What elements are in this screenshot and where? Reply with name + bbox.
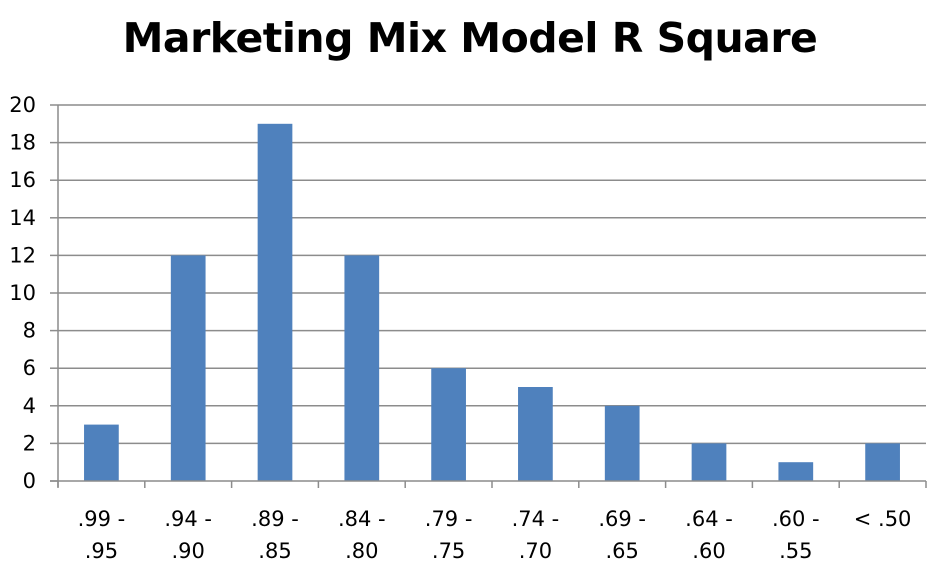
x-tick-label: < .50 xyxy=(854,507,912,531)
bar xyxy=(778,462,814,481)
bar xyxy=(84,424,119,481)
x-tick-label: .65 xyxy=(605,539,638,563)
y-tick-label: 10 xyxy=(9,281,36,305)
bar xyxy=(865,443,900,481)
bar xyxy=(518,387,553,481)
x-tick-label: .99 - xyxy=(78,507,126,531)
y-tick-label: 2 xyxy=(23,431,36,455)
x-tick-label: .79 - xyxy=(425,507,473,531)
y-tick-label: 16 xyxy=(9,168,36,192)
x-tick-label: .90 xyxy=(171,539,204,563)
x-tick-label: .69 - xyxy=(598,507,646,531)
y-tick-label: 20 xyxy=(9,93,36,117)
x-tick-label: .55 xyxy=(779,539,812,563)
y-tick-label: 8 xyxy=(23,319,36,343)
bar xyxy=(431,368,466,481)
y-tick-label: 12 xyxy=(9,243,36,267)
x-tick-label: .60 - xyxy=(772,507,820,531)
bar xyxy=(257,123,293,482)
x-tick-label: .70 xyxy=(519,539,552,563)
x-tick-label: .89 - xyxy=(251,507,299,531)
x-tick-label: .60 xyxy=(692,539,725,563)
axes xyxy=(50,105,927,488)
bar xyxy=(344,255,380,481)
y-tick-label: 0 xyxy=(23,469,36,493)
chart-title: Marketing Mix Model R Square xyxy=(122,14,818,62)
y-tick-label: 18 xyxy=(9,131,36,155)
x-tick-label: .94 - xyxy=(164,507,212,531)
bar xyxy=(170,255,206,481)
x-tick-label: .84 - xyxy=(338,507,386,531)
x-tick-label: .80 xyxy=(345,539,378,563)
y-tick-label: 4 xyxy=(23,394,36,418)
y-axis-ticks: 0 2 4 6 8 10 12 14 16 18 20 xyxy=(9,93,36,493)
x-tick-label: .75 xyxy=(432,539,465,563)
x-tick-label: .74 - xyxy=(512,507,560,531)
x-tick-label: .85 xyxy=(258,539,291,563)
x-tick-label: .64 - xyxy=(685,507,733,531)
x-axis-labels: .99 - .95 .94 - .90 .89 - .85 .84 - .80 .79 - .75… xyxy=(78,507,912,563)
y-tick-label: 6 xyxy=(23,356,36,380)
bars xyxy=(84,123,900,482)
y-tick-label: 14 xyxy=(9,206,36,230)
bar xyxy=(691,443,727,481)
x-tick-label: .95 xyxy=(85,539,118,563)
bar xyxy=(604,405,640,481)
